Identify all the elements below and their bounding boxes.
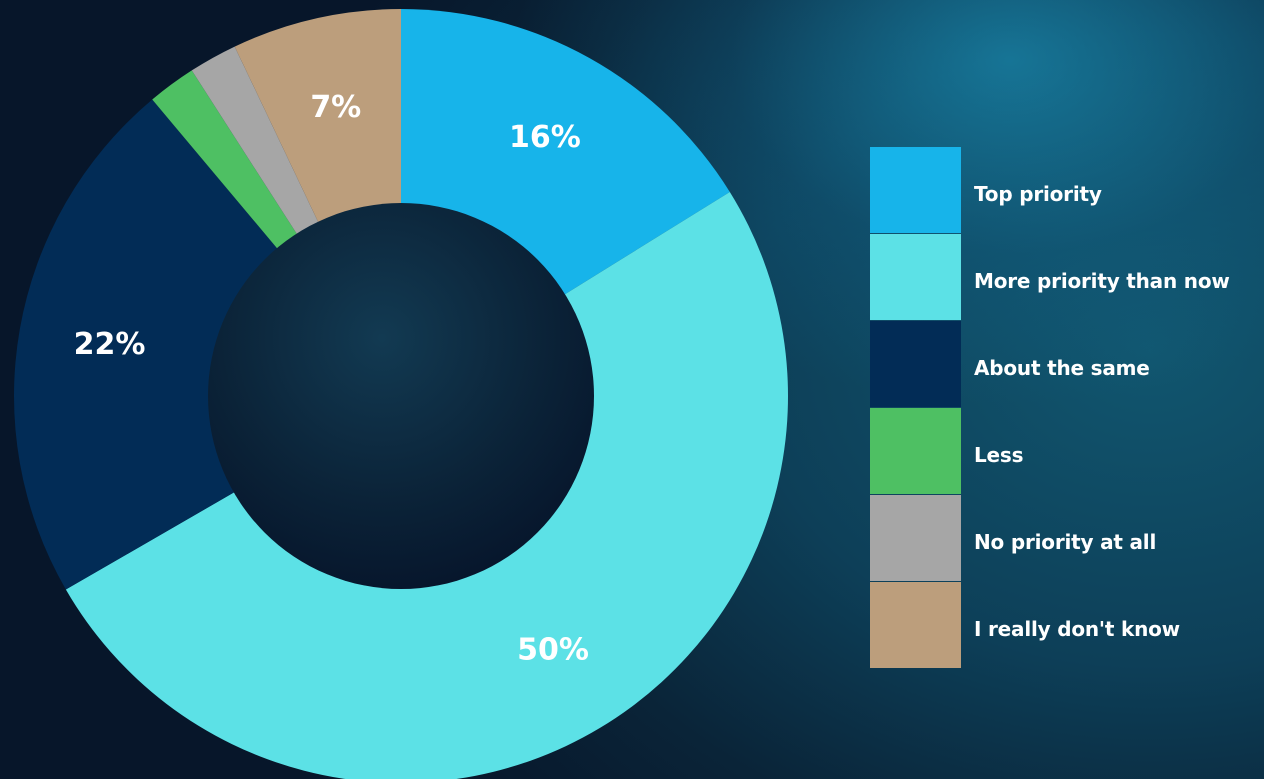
slice-label-i-really-don-t-know: 7%: [310, 90, 361, 125]
legend-item-about-the-same: About the same: [870, 320, 1264, 407]
legend-item-more-priority: More priority than now: [870, 233, 1264, 320]
slice-label-more-priority-than-now: 50%: [517, 632, 589, 667]
legend-label-dont-know: I really don't know: [974, 617, 1180, 641]
legend-swatch-dont-know: [870, 581, 961, 668]
legend-swatch-about-the-same: [870, 320, 961, 407]
legend-label-more-priority: More priority than now: [974, 269, 1230, 293]
legend-item-less: Less: [870, 407, 1264, 494]
legend-item-no-priority: No priority at all: [870, 494, 1264, 581]
legend-label-about-the-same: About the same: [974, 356, 1150, 380]
legend-item-dont-know: I really don't know: [870, 581, 1264, 668]
slice-label-top-priority: 16%: [509, 120, 581, 155]
legend-swatch-less: [870, 407, 961, 494]
legend-label-top-priority: Top priority: [974, 182, 1102, 206]
legend: Top priority More priority than now Abou…: [870, 146, 1264, 668]
slice-label-about-the-same: 22%: [74, 327, 146, 362]
donut-chart: 16% 50% 22% 7%: [13, 9, 788, 779]
legend-label-less: Less: [974, 443, 1024, 467]
donut-hole: [208, 203, 594, 589]
legend-swatch-top-priority: [870, 146, 961, 233]
legend-swatch-more-priority: [870, 233, 961, 320]
legend-label-no-priority: No priority at all: [974, 530, 1157, 554]
legend-item-top-priority: Top priority: [870, 146, 1264, 233]
slice-about-the-same: [13, 99, 402, 590]
legend-swatch-no-priority: [870, 494, 961, 581]
slice-labels-group: 16% 50% 22% 7%: [74, 90, 589, 668]
